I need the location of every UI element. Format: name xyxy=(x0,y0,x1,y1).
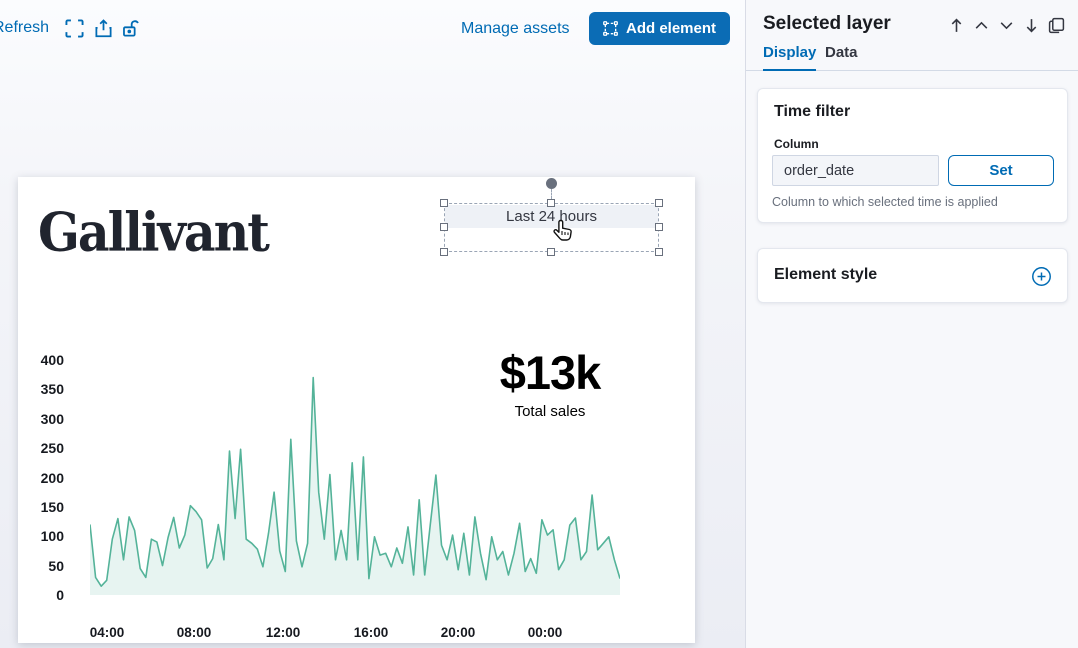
x-tick-label: 16:00 xyxy=(353,625,389,640)
panel-tabs: Display Data xyxy=(746,44,1078,71)
resize-handle-nw[interactable] xyxy=(440,199,448,207)
rotation-handle[interactable] xyxy=(546,178,557,189)
y-tick-label: 250 xyxy=(40,440,64,457)
element-style-card: Element style xyxy=(757,248,1068,303)
move-down-icon[interactable] xyxy=(998,17,1015,34)
y-tick-label: 50 xyxy=(48,557,64,574)
manage-assets-link[interactable]: Manage assets xyxy=(461,20,570,37)
canvas-page[interactable]: Gallivant Last 24 hours xyxy=(18,177,695,643)
move-to-top-icon[interactable] xyxy=(948,17,965,34)
fullscreen-icon[interactable] xyxy=(65,19,84,38)
metric-label: Total sales xyxy=(514,403,586,420)
share-export-icon[interactable] xyxy=(94,19,113,38)
metric-value: $13k xyxy=(499,346,602,399)
resize-handle-ne[interactable] xyxy=(655,199,663,207)
y-tick-label: 400 xyxy=(40,352,64,368)
selected-time-filter-element[interactable]: Last 24 hours xyxy=(440,178,663,256)
metric-element[interactable]: $13k Total sales xyxy=(450,345,650,420)
chart-plot xyxy=(90,376,620,595)
add-style-plus-icon[interactable] xyxy=(1031,266,1052,287)
tab-display[interactable]: Display xyxy=(763,44,817,71)
y-tick-label: 350 xyxy=(40,381,64,398)
x-tick-label: 00:00 xyxy=(527,625,563,640)
set-button[interactable]: Set xyxy=(948,155,1054,186)
y-tick-label: 300 xyxy=(40,410,64,427)
column-field-label: Column xyxy=(774,137,819,151)
column-input[interactable] xyxy=(772,155,939,186)
selected-layer-panel: Selected layer Display Data xyxy=(745,0,1078,648)
tab-data[interactable]: Data xyxy=(825,44,858,61)
resize-handle-w[interactable] xyxy=(440,223,448,231)
element-style-title: Element style xyxy=(774,266,878,283)
y-tick-label: 0 xyxy=(56,587,64,603)
refresh-button[interactable]: Refresh xyxy=(0,19,50,36)
time-filter-title: Time filter xyxy=(774,103,851,120)
move-up-icon[interactable] xyxy=(973,17,990,34)
y-tick-label: 200 xyxy=(40,469,64,486)
y-tick-label: 150 xyxy=(40,498,64,515)
duplicate-icon[interactable] xyxy=(1048,17,1065,34)
column-help-text: Column to which selected time is applied xyxy=(772,195,998,209)
add-element-icon xyxy=(603,21,618,36)
x-tick-label: 20:00 xyxy=(440,625,476,640)
time-filter-card: Time filter Column Set Column to which s… xyxy=(757,88,1068,223)
y-tick-label: 100 xyxy=(40,528,64,545)
add-element-button[interactable]: Add element xyxy=(589,12,731,45)
x-tick-label: 12:00 xyxy=(265,625,301,640)
x-tick-label: 04:00 xyxy=(89,625,125,640)
rotation-connector xyxy=(551,189,552,199)
resize-handle-sw[interactable] xyxy=(440,248,448,256)
chart-line-series xyxy=(90,376,620,587)
chart-area-fill xyxy=(90,377,620,595)
layer-order-controls xyxy=(948,17,1065,34)
panel-title: Selected layer xyxy=(763,13,891,34)
add-element-label: Add element xyxy=(626,20,717,37)
gallivant-logo: Gallivant xyxy=(38,201,270,264)
time-filter-dropdown[interactable]: Last 24 hours xyxy=(445,205,658,228)
move-to-bottom-icon[interactable] xyxy=(1023,17,1040,34)
x-tick-label: 08:00 xyxy=(176,625,212,640)
resize-handle-n[interactable] xyxy=(547,199,555,207)
unlock-icon[interactable] xyxy=(121,19,140,38)
resize-handle-se[interactable] xyxy=(655,248,663,256)
resize-handle-e[interactable] xyxy=(655,223,663,231)
chart-y-axis: 400 350 300 250 200 150 100 50 0 xyxy=(18,352,64,603)
sales-area-chart[interactable] xyxy=(90,360,620,595)
resize-handle-s[interactable] xyxy=(547,248,555,256)
workspace: Refresh Manage assets xyxy=(0,0,745,648)
chart-x-axis: 04:00 08:00 12:00 16:00 20:00 00:00 xyxy=(18,625,695,643)
